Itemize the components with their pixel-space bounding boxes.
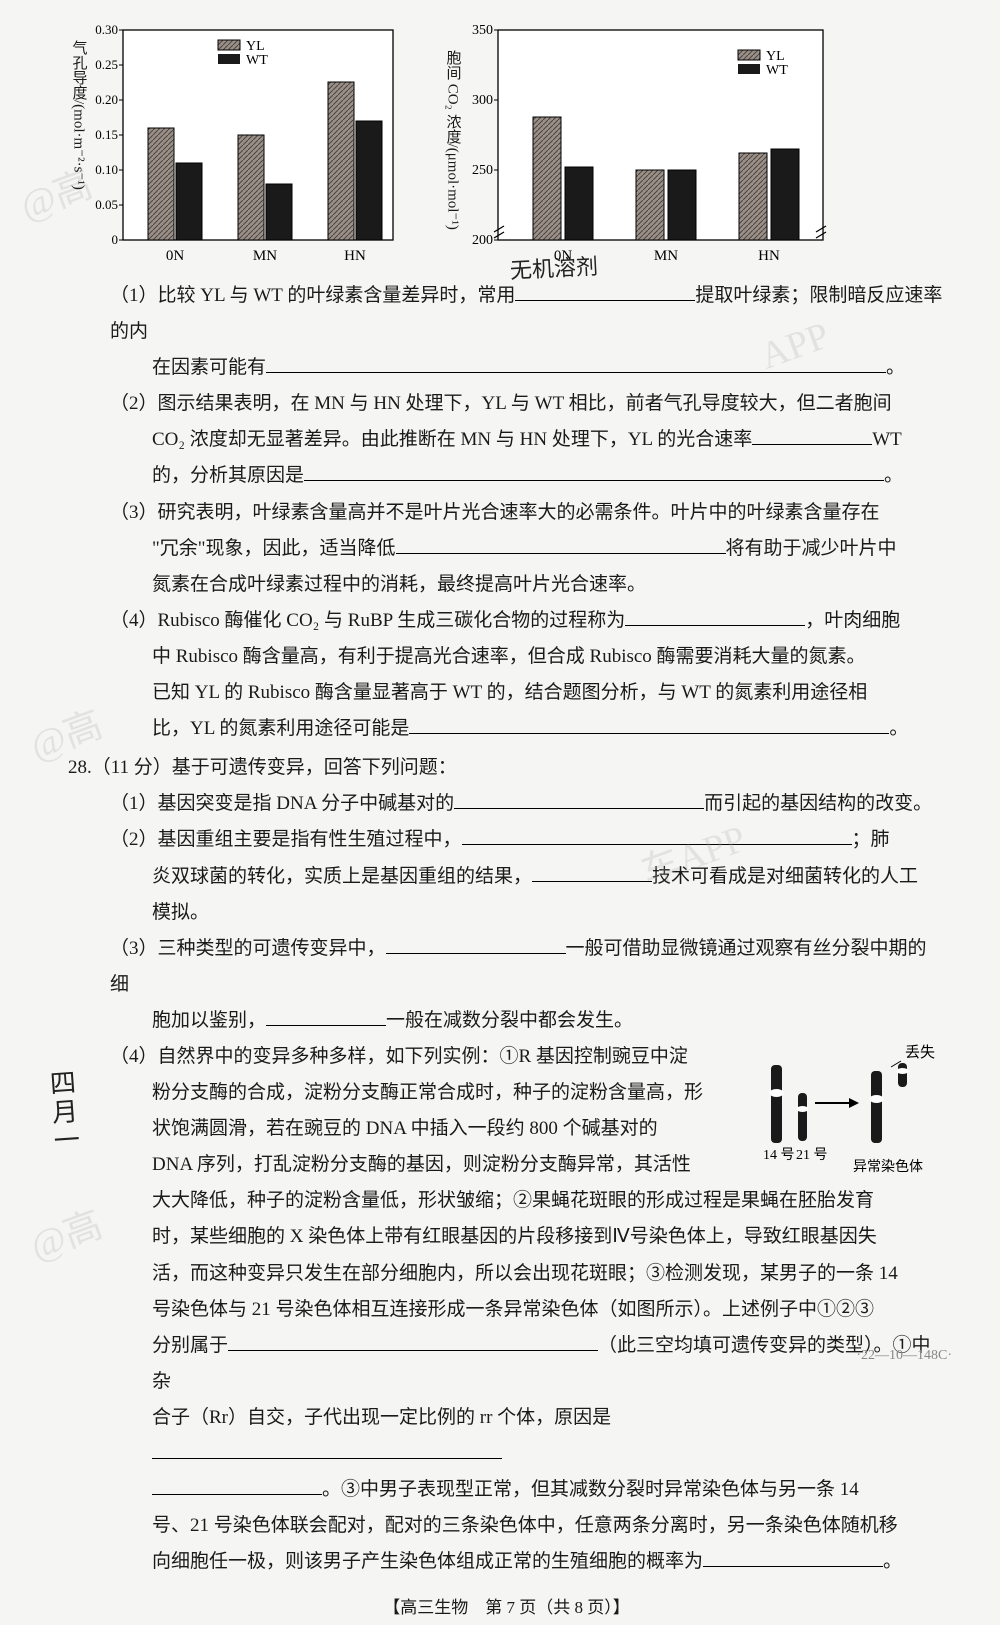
page-footer: 【高三生物 第 7 页（共 8 页）】: [68, 1592, 945, 1624]
q28-4-line11: 。③中男子表现型正常，但其减数分裂时异常染色体与另一条 14: [68, 1472, 945, 1508]
q28-3-line2: 胞加以鉴别，一般在减数分裂中都会发生。: [68, 1003, 945, 1039]
svg-text:350: 350: [472, 23, 493, 38]
q28-4-line5: 大大降低，种子的淀粉含量低，形状皱缩；②果蝇花斑眼的形成过程是果蝇在胚胎发育: [68, 1183, 945, 1219]
q28-2-line1: （2）基因重组主要是指有性生殖过程中，；肺: [68, 822, 945, 858]
footer-stamp: ·22—10—148C·: [856, 1343, 952, 1370]
blank: [703, 1566, 883, 1567]
chromosome-diagram: 丢失 14 号 21 号 异常染色体: [753, 1043, 945, 1178]
svg-text:14 号: 14 号: [763, 1148, 795, 1163]
svg-text:丢失: 丢失: [905, 1044, 935, 1061]
q4-line2: 中 Rubisco 酶含量高，有利于提高光合速率，但合成 Rubisco 酶需要…: [68, 639, 945, 675]
q1-line2: 在因素可能有。: [68, 350, 945, 386]
chart1-ylabel: 气孔导度/(mol·m⁻²·s⁻¹): [64, 40, 93, 240]
blank: [228, 1350, 598, 1351]
blank: [454, 808, 704, 809]
q28-1: （1）基因突变是指 DNA 分子中碱基对的而引起的基因结构的改变。: [68, 786, 945, 822]
chart2-svg: 200 250 300 350 0N MN HN: [428, 20, 838, 265]
q28-4-line13: 向细胞任一极，则该男子产生染色体组成正常的生殖细胞的概率为。: [68, 1544, 945, 1580]
q28-3-line1: （3）三种类型的可遗传变异中，一般可借助显微镜通过观察有丝分裂中期的细: [68, 931, 945, 1003]
blank: [266, 372, 886, 373]
q2-line3: 的，分析其原因是。: [68, 458, 945, 494]
q28-4-line6: 时，某些细胞的 X 染色体上带有红眼基因的片段移接到Ⅳ号染色体上，导致红眼基因失: [68, 1219, 945, 1255]
blank: [625, 625, 805, 626]
svg-text:YL: YL: [246, 39, 265, 54]
svg-text:HN: HN: [344, 248, 366, 264]
svg-text:异常染色体: 异常染色体: [853, 1158, 923, 1175]
svg-text:MN: MN: [253, 248, 277, 264]
svg-text:21 号: 21 号: [796, 1148, 828, 1163]
svg-text:0.10: 0.10: [95, 162, 118, 177]
q1-line1: （1）比较 YL 与 WT 的叶绿素含量差异时，常用提取叶绿素；限制暗反应速率的…: [68, 278, 945, 350]
svg-text:WT: WT: [766, 63, 788, 78]
svg-text:0.20: 0.20: [95, 92, 118, 107]
q4-line1: （4）Rubisco 酶催化 CO₂ 与 RuBP 生成三碳化合物的过程称为，叶…: [68, 603, 945, 639]
chart-stomatal-conductance: 气孔导度/(mol·m⁻²·s⁻¹) 0 0.05 0.10 0.15 0.20…: [68, 20, 408, 270]
q28-4-line9: 分别属于（此三空均填可遗传变异的类型）。①中杂: [68, 1328, 945, 1400]
svg-text:WT: WT: [246, 53, 268, 68]
svg-text:0N: 0N: [166, 248, 185, 264]
blank: [386, 953, 566, 954]
handwritten-annotation-1: 无机溶剂: [509, 246, 599, 292]
blank: [409, 733, 889, 734]
q28-4-line8: 号染色体与 21 号染色体相互连接形成一条异常染色体（如图所示）。上述例子中①②…: [68, 1292, 945, 1328]
svg-text:HN: HN: [758, 248, 780, 264]
q2-line1: （2）图示结果表明，在 MN 与 HN 处理下，YL 与 WT 相比，前者气孔导…: [68, 386, 945, 422]
svg-text:MN: MN: [654, 248, 678, 264]
blank: [304, 480, 884, 481]
q28-4-line7: 活，而这种变异只发生在部分细胞内，所以会出现花斑眼；③检测发现，某男子的一条 1…: [68, 1256, 945, 1292]
svg-text:0.30: 0.30: [95, 22, 118, 37]
svg-text:YL: YL: [766, 49, 785, 64]
blank: [396, 553, 726, 554]
q28-2-line2: 炎双球菌的转化，实质上是基因重组的结果，技术可看成是对细菌转化的人工: [68, 859, 945, 895]
blank: [515, 300, 695, 301]
svg-text:0.15: 0.15: [95, 127, 118, 142]
chart1-svg: 0 0.05 0.10 0.15 0.20 0.25 0.30 0N MN: [68, 20, 408, 270]
blank: [532, 881, 652, 882]
chart2-ylabel: 胞间 CO₂ 浓度/(μmol·mol⁻¹): [438, 50, 467, 230]
svg-text:200: 200: [472, 233, 493, 248]
q28-4-line12: 号、21 号染色体联会配对，配对的三条染色体中，任意两条分离时，另一条染色体随机…: [68, 1508, 945, 1544]
q4-line3: 已知 YL 的 Rubisco 酶含量显著高于 WT 的，结合题图分析，与 WT…: [68, 675, 945, 711]
blank: [752, 444, 872, 445]
charts-row: 气孔导度/(mol·m⁻²·s⁻¹) 0 0.05 0.10 0.15 0.20…: [68, 20, 945, 270]
svg-text:0: 0: [112, 232, 119, 247]
blank: [152, 1458, 502, 1459]
q28-4-line10: 合子（Rr）自交，子代出现一定比例的 rr 个体，原因是: [68, 1400, 945, 1472]
blank: [152, 1494, 322, 1495]
q28-stem: 28.（11 分）基于可遗传变异，回答下列问题：: [68, 750, 945, 786]
svg-text:0.25: 0.25: [95, 57, 118, 72]
q4-line4: 比，YL 的氮素利用途径可能是。: [68, 711, 945, 747]
q28-2-line3: 模拟。: [68, 895, 945, 931]
chart-intercellular-co2: 胞间 CO₂ 浓度/(μmol·mol⁻¹) 200 250 300 350: [428, 20, 838, 265]
blank: [266, 1025, 386, 1026]
blank: [462, 844, 852, 845]
svg-text:250: 250: [472, 163, 493, 178]
q3-line2: "冗余"现象，因此，适当降低将有助于减少叶片中: [68, 531, 945, 567]
q2-line2: CO₂ 浓度却无显著差异。由此推断在 MN 与 HN 处理下，YL 的光合速率W…: [68, 422, 945, 458]
svg-text:300: 300: [472, 93, 493, 108]
svg-text:0.05: 0.05: [95, 197, 118, 212]
q3-line3: 氮素在合成叶绿素过程中的消耗，最终提高叶片光合速率。: [68, 567, 945, 603]
q3-line1: （3）研究表明，叶绿素含量高并不是叶片光合速率大的必需条件。叶片中的叶绿素含量存…: [68, 495, 945, 531]
